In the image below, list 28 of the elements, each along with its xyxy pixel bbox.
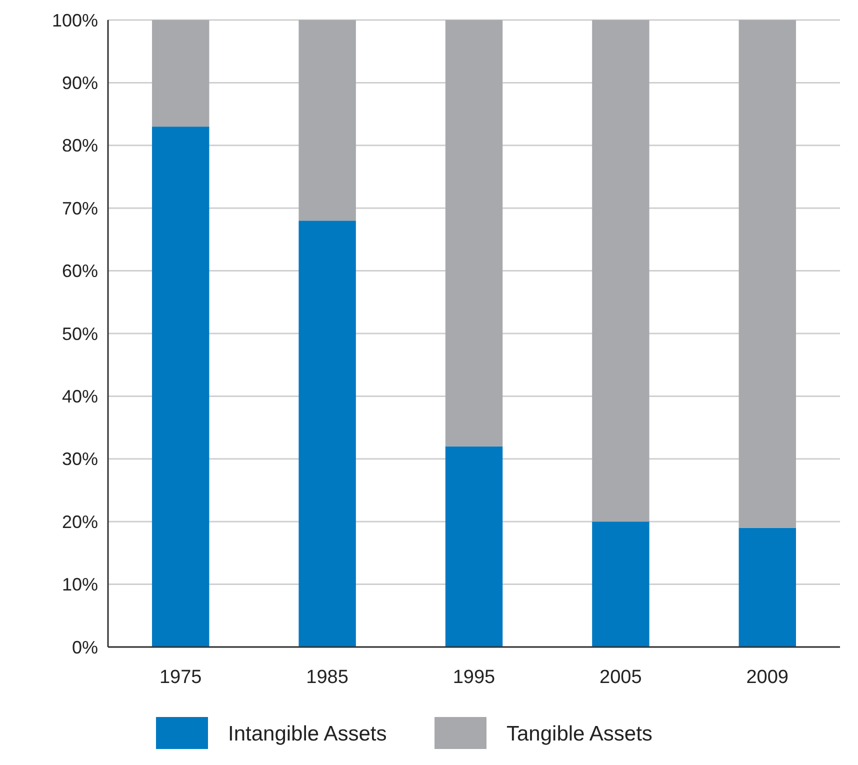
bar <box>152 126 210 647</box>
bar <box>592 20 650 522</box>
y-tick-label: 90% <box>62 73 98 93</box>
x-tick-label: 1985 <box>306 667 348 688</box>
bar <box>592 522 650 647</box>
legend-label: Intangible Assets <box>228 722 387 746</box>
bar <box>445 446 503 647</box>
y-tick-label: 20% <box>62 512 98 532</box>
bar <box>445 20 503 446</box>
x-tick-label: 1975 <box>159 667 202 688</box>
bar <box>298 20 356 221</box>
y-tick-label: 60% <box>62 261 98 282</box>
bar <box>738 20 796 528</box>
y-tick-label: 100% <box>52 10 98 30</box>
y-tick-label: 70% <box>62 198 98 218</box>
bar <box>152 20 210 127</box>
bar <box>298 220 356 647</box>
legend-label: Tangible Assets <box>506 722 652 746</box>
x-tick-label: 1995 <box>452 667 496 688</box>
x-tick-label: 2005 <box>600 667 642 688</box>
x-tick-label: 2009 <box>746 667 789 688</box>
y-tick-label: 50% <box>62 324 98 344</box>
bar <box>738 528 796 647</box>
y-tick-label: 80% <box>62 136 98 156</box>
y-tick-label: 30% <box>62 449 98 470</box>
y-tick-label: 0% <box>72 637 98 658</box>
y-tick-label: 10% <box>62 574 98 595</box>
y-tick-label: 40% <box>62 386 98 406</box>
